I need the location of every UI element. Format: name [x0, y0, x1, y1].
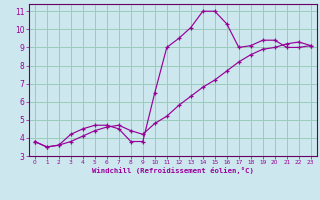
X-axis label: Windchill (Refroidissement éolien,°C): Windchill (Refroidissement éolien,°C) — [92, 167, 254, 174]
